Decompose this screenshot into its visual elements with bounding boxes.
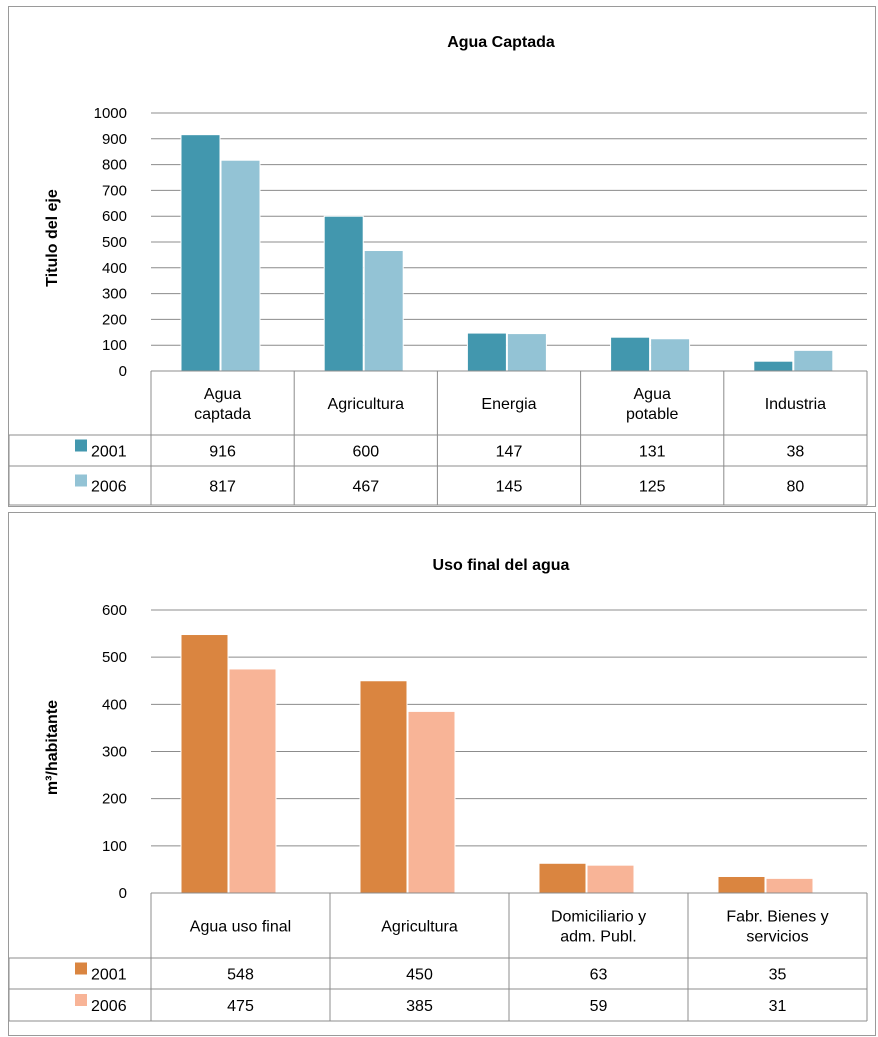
bar-2006-3 — [506, 333, 547, 372]
data-value-2006-4: 31 — [769, 998, 787, 1015]
y-tick-label: 300 — [102, 286, 127, 303]
x-category-label: captada — [194, 406, 251, 423]
x-category-label: adm. Publ. — [560, 929, 636, 946]
data-value-2001-3: 147 — [496, 444, 523, 461]
data-value-2001-1: 548 — [227, 967, 254, 984]
x-category-label: Agricultura — [328, 396, 405, 413]
data-value-2001-1: 916 — [209, 444, 236, 461]
bar-2006-2 — [407, 710, 456, 894]
bar-2001-4 — [610, 336, 651, 372]
bar-2006-2 — [363, 250, 404, 372]
chart-agua-captada: Agua Captada Titulo del eje 0 100 200 300 400 5… — [9, 34, 868, 506]
bar-2001-3 — [538, 862, 587, 894]
data-value-2006-5: 80 — [787, 479, 805, 496]
y-tick-label: 400 — [102, 260, 127, 277]
x-category-label: Energia — [481, 396, 536, 413]
x-category-label: Agricultura — [381, 919, 458, 936]
x-category-label: Domiciliario y — [551, 909, 646, 926]
chart-title: Agua Captada — [447, 34, 555, 51]
y-axis-label-unit: m³ — [44, 776, 61, 796]
legend-swatch-2001 — [75, 962, 87, 975]
chart-uso-final: Uso final del agua m³/habitante 0 100 200 300… — [9, 557, 868, 1022]
y-tick-label: 600 — [102, 602, 127, 619]
data-value-2001-4: 131 — [639, 444, 666, 461]
y-axis-label-text: /habitante — [44, 700, 61, 776]
bar-2006-1 — [220, 159, 261, 372]
y-tick-label: 200 — [102, 791, 127, 808]
data-value-2001-3: 63 — [590, 967, 608, 984]
data-value-2001-2: 600 — [352, 444, 379, 461]
y-tick-label: 500 — [102, 649, 127, 666]
data-value-2006-3: 59 — [590, 998, 608, 1015]
y-tick-label: 300 — [102, 744, 127, 761]
legend-swatch-2006 — [75, 994, 87, 1006]
legend-label-2001: 2001 — [91, 444, 127, 461]
x-category-label: Industria — [765, 396, 826, 413]
data-value-2006-2: 385 — [406, 998, 433, 1015]
data-value-2006-2: 467 — [352, 479, 379, 496]
bar-2001-2 — [359, 680, 408, 894]
bar-2001-1 — [180, 634, 229, 894]
chart-title: Uso final del agua — [433, 557, 570, 574]
bar-2006-4 — [650, 338, 691, 372]
bar-2001-2 — [323, 215, 364, 372]
chart-panel-uso-final: Uso final del agua m³/habitante 0 100 200 300… — [8, 512, 876, 1036]
y-tick-label: 700 — [102, 182, 127, 199]
y-tick-label: 1000 — [94, 105, 127, 122]
chart-panel-agua-captada: Agua Captada Titulo del eje 0 100 200 300 400 5… — [8, 6, 876, 507]
bar-2006-1 — [228, 668, 277, 894]
bar-2001-3 — [466, 332, 507, 372]
y-tick-label: 100 — [102, 337, 127, 354]
legend-label-2001: 2001 — [91, 967, 127, 984]
y-tick-label: 100 — [102, 838, 127, 855]
y-tick-label: 500 — [102, 234, 127, 251]
x-category-label: Agua uso final — [190, 919, 291, 936]
bar-2006-4 — [765, 877, 814, 894]
legend-label-2006: 2006 — [91, 479, 127, 496]
y-tick-label: 200 — [102, 311, 127, 328]
x-category-label: servicios — [746, 929, 808, 946]
legend-label-2006: 2006 — [91, 998, 127, 1015]
y-tick-label: 800 — [102, 157, 127, 174]
x-category-label: Agua — [634, 386, 671, 403]
y-tick-label: 900 — [102, 131, 127, 148]
data-value-2001-5: 38 — [787, 444, 805, 461]
y-tick-label: 0 — [119, 363, 127, 380]
bar-2001-4 — [717, 875, 766, 894]
data-value-2006-3: 145 — [496, 479, 523, 496]
y-tick-label: 400 — [102, 696, 127, 713]
bar-2006-3 — [586, 864, 635, 894]
y-tick-label: 600 — [102, 208, 127, 225]
legend-swatch-2006 — [75, 474, 87, 487]
x-category-label: Fabr. Bienes y — [726, 909, 828, 926]
legend-swatch-2001 — [75, 439, 87, 452]
data-value-2006-4: 125 — [639, 479, 666, 496]
data-value-2001-2: 450 — [406, 967, 433, 984]
bar-2006-5 — [793, 349, 834, 372]
y-axis-label: m³/habitante — [44, 700, 61, 795]
data-value-2006-1: 817 — [209, 479, 236, 496]
x-category-label: potable — [626, 406, 679, 423]
y-tick-label: 0 — [119, 885, 127, 902]
bar-2001-1 — [180, 134, 221, 372]
data-value-2006-1: 475 — [227, 998, 254, 1015]
y-axis-label: Titulo del eje — [44, 189, 61, 287]
data-value-2001-4: 35 — [769, 967, 787, 984]
bar-2001-5 — [753, 360, 794, 372]
x-category-label: Agua — [204, 386, 241, 403]
